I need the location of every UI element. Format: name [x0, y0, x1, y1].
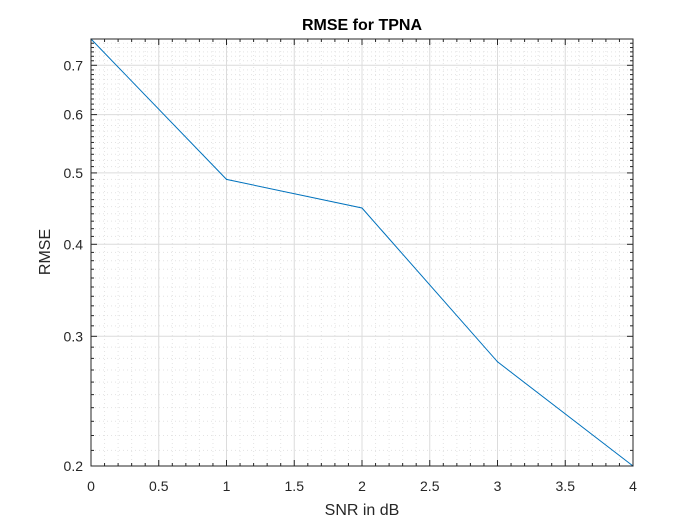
x-tick-label: 3: [494, 478, 502, 494]
x-tick-label: 3.5: [556, 478, 576, 494]
x-tick-label: 2.5: [420, 478, 440, 494]
rmse-data-point: [496, 361, 499, 363]
y-tick-label: 0.6: [64, 107, 84, 123]
x-tick-label: 2: [358, 478, 366, 494]
x-tick-label: 4: [629, 478, 637, 494]
y-tick-label: 0.3: [64, 328, 84, 344]
rmse-data-point: [225, 178, 228, 180]
y-tick-labels: 0.2 0.3 0.4 0.5 0.6 0.7: [64, 57, 84, 474]
y-tick-label: 0.7: [64, 57, 84, 73]
x-tick-label: 0: [87, 478, 95, 494]
y-axis-label: RMSE: [37, 229, 54, 275]
y-tick-label: 0.4: [64, 236, 84, 252]
x-tick-label: 1: [223, 478, 231, 494]
x-tick-labels: 0 0.5 1 1.5 2 2.5 3 3.5 4: [87, 478, 637, 494]
x-tick-label: 0.5: [149, 478, 169, 494]
chart-title: RMSE for TPNA: [302, 17, 422, 34]
y-tick-label: 0.2: [64, 458, 84, 474]
axis-ticks: [90, 38, 634, 467]
x-axis-label: SNR in dB: [325, 502, 400, 519]
rmse-data-point: [361, 207, 363, 209]
y-tick-label: 0.5: [64, 165, 84, 181]
x-tick-label: 1.5: [285, 478, 305, 494]
